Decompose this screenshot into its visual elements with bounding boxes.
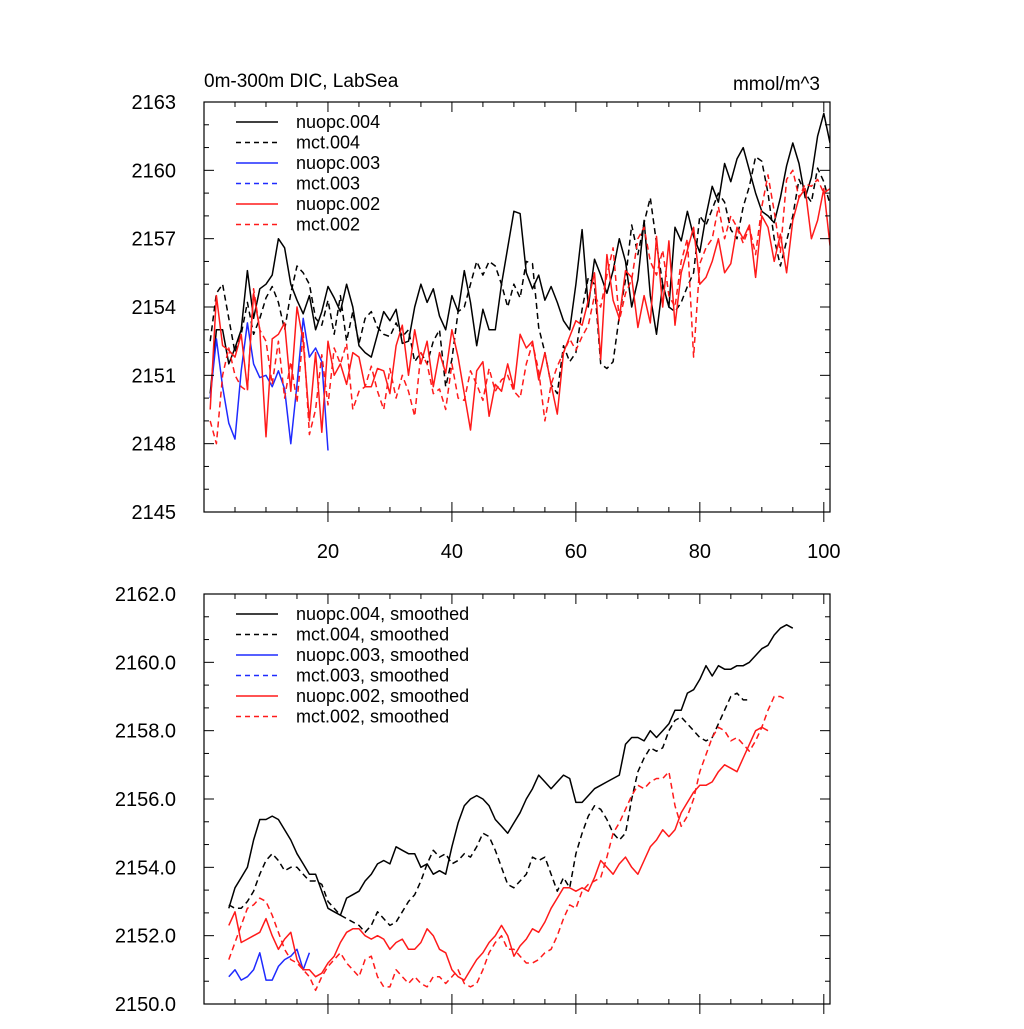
legend-label-nuopc-002-smoothed: nuopc.002, smoothed [296, 686, 469, 706]
x-tick-label: 100 [807, 541, 840, 563]
chart-title: 0m-300m DIC, LabSea [204, 71, 399, 92]
y-tick-label: 2150.0 [115, 994, 176, 1016]
y-tick-label: 2154.0 [115, 857, 176, 879]
y-tick-label: 2148 [132, 434, 177, 456]
series-line-nuopc-004-smoothed [228, 624, 794, 916]
units-label: mmol/m^3 [733, 74, 820, 95]
y-tick-label: 2160.0 [115, 652, 176, 674]
y-tick-label: 2151 [132, 365, 177, 387]
legend-label-nuopc-002: nuopc.002 [296, 194, 380, 214]
x-tick-label: 60 [565, 541, 587, 563]
series-line-nuopc-003-smoothed [228, 948, 311, 981]
series-group [209, 112, 830, 451]
legend-label-nuopc-004-smoothed: nuopc.004, smoothed [296, 604, 469, 624]
series-line-nuopc-002 [209, 187, 830, 438]
y-tick-label: 2154 [132, 297, 177, 319]
legend-label-mct-002-smoothed: mct.002, smoothed [296, 707, 449, 727]
legend-label-nuopc-003: nuopc.003 [296, 153, 380, 173]
legend-label-mct-003: mct.003 [296, 174, 360, 194]
legend-label-mct-002: mct.002 [296, 215, 360, 235]
series-group [228, 624, 794, 992]
x-tick-label: 20 [317, 541, 339, 563]
y-tick-label: 2158.0 [115, 721, 176, 743]
y-tick-label: 2157 [132, 229, 177, 251]
legend-label-nuopc-004: nuopc.004 [296, 112, 380, 132]
x-tick-label: 80 [689, 541, 711, 563]
legend-label-mct-003-smoothed: mct.003, smoothed [296, 666, 449, 686]
legend-label-nuopc-003-smoothed: nuopc.003, smoothed [296, 645, 469, 665]
y-tick-label: 2156.0 [115, 789, 176, 811]
y-tick-label: 2160 [132, 160, 177, 182]
y-tick-label: 2145 [132, 502, 177, 524]
panel-top: 2145 2148 2151 2154 2157 2160 2163 20 40 60 80 100 0… [132, 71, 841, 563]
series-line-mct-002-smoothed [228, 695, 787, 992]
series-line-nuopc-002-smoothed [228, 726, 769, 981]
y-tick-label: 2162.0 [115, 584, 176, 606]
series-line-mct-004 [209, 155, 830, 395]
series-line-nuopc-004 [209, 112, 830, 394]
legend-label-mct-004-smoothed: mct.004, smoothed [296, 625, 449, 645]
series-line-mct-002 [209, 169, 830, 445]
legend-label-mct-004: mct.004 [296, 133, 360, 153]
panel-bottom: 2150.0 2152.0 2154.0 2156.0 2158.0 2160.0 2162… [115, 584, 831, 1016]
series-line-mct-004-smoothed [228, 692, 750, 934]
y-tick-label: 2163 [132, 92, 177, 114]
x-tick-label: 40 [441, 541, 463, 563]
y-tick-label: 2152.0 [115, 926, 176, 948]
